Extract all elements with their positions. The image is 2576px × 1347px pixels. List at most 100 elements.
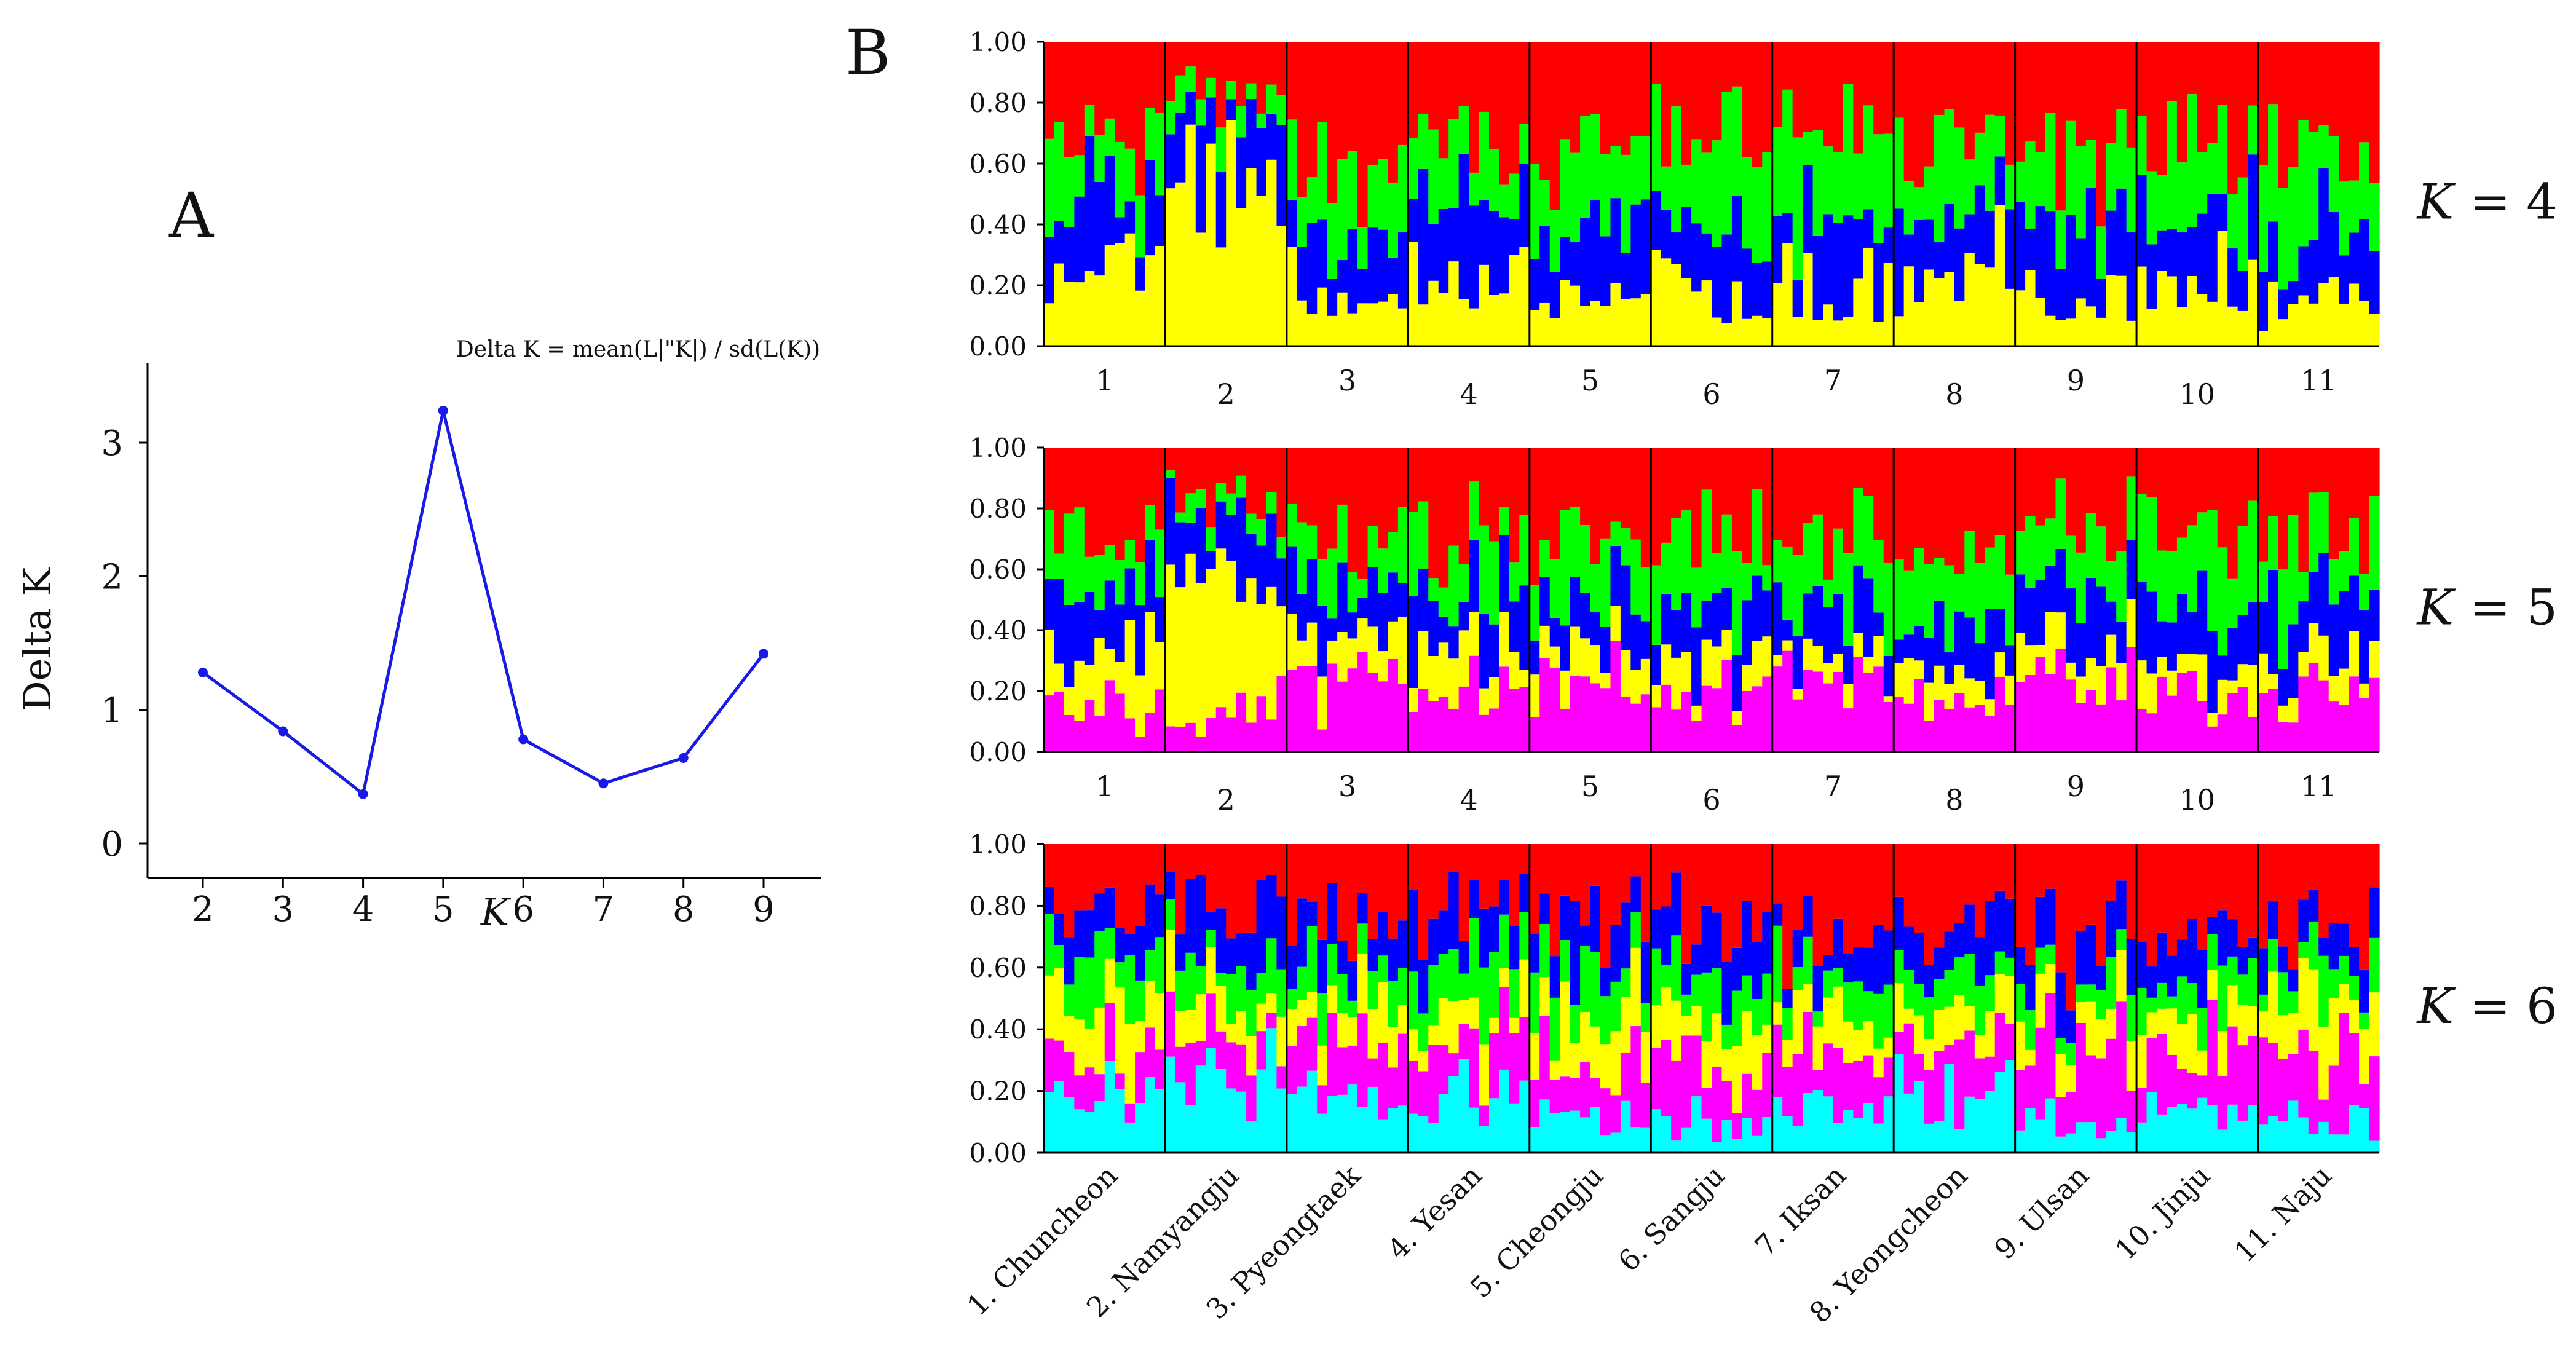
ancestry-segment-red: [1124, 844, 1136, 934]
k-label: K = 6: [2416, 978, 2558, 1035]
ancestry-segment-red: [1752, 42, 1763, 168]
ancestry-segment-blue: [1894, 639, 1905, 663]
ancestry-segment-yellow: [1640, 1032, 1651, 1083]
ancestry-segment-yellow: [1226, 561, 1237, 718]
ancestry-segment-green: [1054, 553, 1065, 579]
ancestry-segment-red: [1924, 42, 1935, 167]
ancestry-segment-blue: [1590, 612, 1601, 646]
ancestry-segment-yellow: [1549, 1060, 1560, 1080]
ancestry-segment-green: [1772, 540, 1783, 583]
ancestry-segment-green: [2045, 944, 2056, 965]
ancestry-segment-blue: [1408, 890, 1419, 972]
ancestry-segment-magenta: [2176, 1068, 2187, 1104]
ancestry-segment-yellow: [2207, 970, 2218, 1000]
ancestry-segment-yellow: [1246, 578, 1257, 723]
ancestry-segment-blue: [1671, 609, 1682, 658]
ancestry-segment-magenta: [1064, 1051, 1075, 1098]
structure-y-tick-label: 0.60: [969, 555, 1027, 585]
ancestry-segment-magenta: [1934, 1051, 1945, 1121]
ancestry-segment-red: [1661, 844, 1672, 907]
ancestry-segment-green: [1610, 981, 1621, 1032]
ancestry-segment-blue: [2187, 227, 2198, 276]
ancestry-segment-red: [1651, 42, 1662, 85]
ancestry-segment-red: [1509, 448, 1520, 563]
ancestry-segment-blue: [1206, 97, 1217, 144]
ancestry-segment-yellow: [1610, 283, 1621, 346]
ancestry-segment-blue: [1155, 894, 1166, 938]
ancestry-segment-yellow: [1408, 242, 1419, 346]
ancestry-segment-blue: [1539, 893, 1551, 925]
ancestry-segment-green: [2237, 177, 2248, 271]
ancestry-segment-yellow: [1792, 990, 1803, 1054]
ancestry-segment-magenta: [1185, 722, 1196, 752]
ancestry-segment-red: [1894, 448, 1905, 560]
ancestry-segment-yellow: [1256, 196, 1267, 346]
ancestry-segment-green: [2308, 921, 2319, 970]
ancestry-segment-yellow: [2318, 635, 2329, 681]
ancestry-segment-green: [2328, 136, 2339, 212]
ancestry-segment-yellow: [2136, 1035, 2147, 1088]
ancestry-segment-blue: [2106, 601, 2117, 635]
ancestry-segment-blue: [1215, 908, 1227, 973]
ancestry-segment-yellow: [1590, 301, 1601, 346]
ancestry-segment-blue: [2167, 228, 2178, 277]
ancestry-segment-blue: [2065, 1010, 2076, 1043]
ancestry-segment-green: [1458, 973, 1469, 1000]
ancestry-segment-yellow: [2045, 964, 2056, 993]
ancestry-segment-yellow: [2096, 1019, 2107, 1059]
ancestry-segment-magenta: [1044, 1038, 1055, 1092]
ancestry-segment-red: [1246, 42, 1257, 84]
ancestry-segment-blue: [1964, 617, 1975, 679]
ancestry-segment-yellow: [1236, 1011, 1247, 1045]
ancestry-segment-green: [2278, 188, 2289, 290]
ancestry-segment-magenta: [1873, 666, 1884, 752]
ancestry-segment-yellow: [1509, 652, 1520, 689]
ancestry-segment-red: [1994, 448, 2005, 535]
ancestry-segment-yellow: [1074, 1018, 1085, 1076]
ancestry-segment-magenta: [2217, 714, 2228, 752]
delta-k-formula: Delta K = mean(L|"K|) / sd(L(K)): [456, 337, 820, 362]
ancestry-segment-green: [1337, 504, 1348, 563]
ancestry-segment-blue: [1479, 908, 1490, 968]
ancestry-segment-blue: [2197, 570, 2208, 655]
ancestry-segment-blue: [1276, 896, 1287, 970]
ancestry-segment-green: [1347, 572, 1358, 613]
k-label: K = 5: [2416, 579, 2558, 636]
ancestry-segment-green: [1529, 164, 1540, 259]
ancestry-segment-green: [1529, 585, 1540, 641]
ancestry-segment-blue: [1701, 600, 1712, 640]
ancestry-segment-green: [1640, 567, 1651, 622]
ancestry-segment-magenta: [1195, 1041, 1206, 1066]
ancestry-segment-blue: [1145, 884, 1156, 950]
ancestry-segment-magenta: [1964, 1030, 1975, 1097]
ancestry-segment-red: [1115, 844, 1126, 928]
ancestry-segment-magenta: [1408, 711, 1419, 752]
ancestry-segment-blue: [2126, 539, 2137, 599]
ancestry-segment-red: [1428, 844, 1439, 919]
structure-y-tick-label: 0.00: [969, 737, 1027, 767]
ancestry-segment-magenta: [2085, 690, 2096, 752]
ancestry-segment-cyan: [1206, 1048, 1217, 1153]
ancestry-segment-magenta: [2298, 676, 2309, 752]
ancestry-segment-cyan: [1630, 1127, 1642, 1153]
ancestry-segment-yellow: [2237, 310, 2248, 346]
ancestry-segment-red: [1630, 844, 1642, 877]
ancestry-segment-green: [1863, 991, 1874, 1021]
ancestry-segment-red: [1175, 844, 1186, 935]
ancestry-segment-green: [1306, 177, 1318, 223]
ancestry-segment-blue: [1985, 609, 1996, 700]
ancestry-segment-yellow: [1185, 553, 1196, 723]
ancestry-segment-green: [1671, 518, 1682, 610]
ancestry-segment-green: [1448, 949, 1460, 1001]
ancestry-segment-red: [1165, 844, 1176, 872]
ancestry-segment-blue: [1054, 579, 1065, 664]
ancestry-segment-blue: [1397, 920, 1409, 968]
ancestry-segment-blue: [1286, 546, 1297, 614]
ancestry-segment-red: [1428, 42, 1439, 130]
structure-plot-k6: 0.000.200.400.600.801.00K = 61. Chuncheo…: [960, 829, 2558, 1329]
population-name-label: 6. Sangju: [1611, 1159, 1731, 1278]
ancestry-segment-green: [2308, 492, 2319, 572]
ancestry-segment-yellow: [1894, 316, 1905, 346]
ancestry-segment-yellow: [1357, 953, 1369, 1014]
ancestry-segment-green: [1823, 970, 1834, 998]
